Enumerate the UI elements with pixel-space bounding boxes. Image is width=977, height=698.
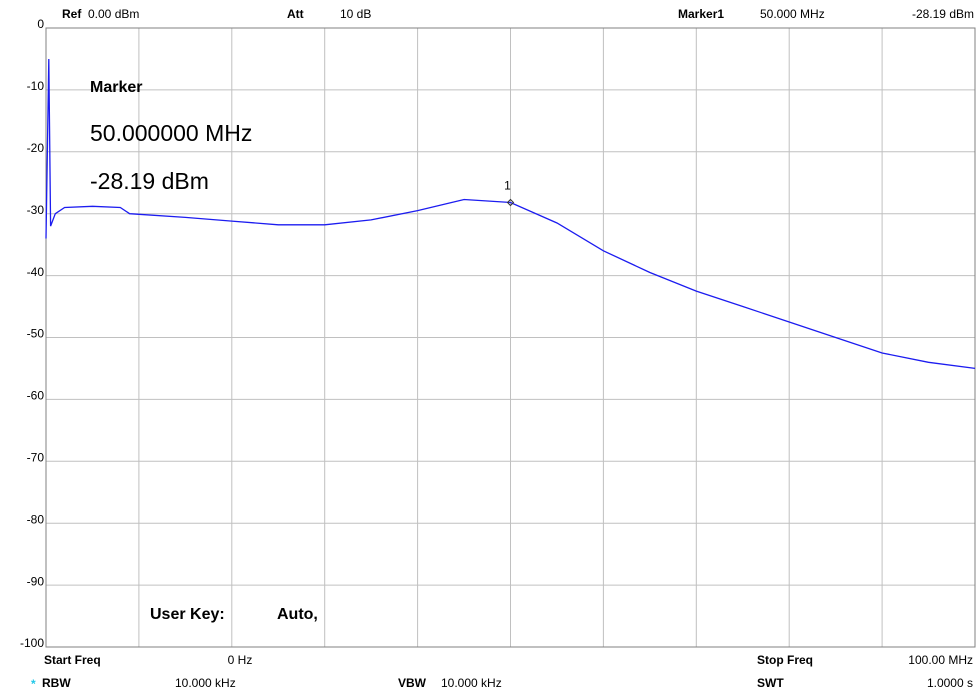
- att-label: Att: [287, 7, 304, 21]
- vbw-value: 10.000 kHz: [441, 676, 502, 690]
- y-tick-label: -20: [27, 141, 45, 155]
- vbw-label: VBW: [398, 676, 427, 690]
- y-tick-label: -90: [27, 574, 45, 588]
- marker-number: 1: [504, 179, 511, 193]
- user-key-label: User Key:: [150, 606, 225, 623]
- rbw-flag: *: [31, 677, 36, 691]
- marker-box-title: Marker: [90, 79, 142, 96]
- att-value: 10 dB: [340, 7, 371, 21]
- y-tick-label: -60: [27, 389, 45, 403]
- plot-border: [45, 27, 976, 648]
- y-tick-label: -50: [27, 327, 45, 341]
- start-value: 0 Hz: [228, 653, 253, 667]
- rbw-value: 10.000 kHz: [175, 676, 236, 690]
- rbw-label: RBW: [42, 676, 71, 690]
- y-tick-label: -80: [27, 512, 45, 526]
- stop-value: 100.00 MHz: [908, 653, 973, 667]
- y-tick-label: -70: [27, 450, 45, 464]
- ref-value: 0.00 dBm: [88, 7, 139, 21]
- y-tick-label: -40: [27, 265, 45, 279]
- marker-freq: 50.000 MHz: [760, 7, 825, 21]
- start-label: Start Freq: [44, 653, 101, 667]
- y-tick-label: 0: [37, 17, 44, 31]
- swt-value: 1.0000 s: [927, 676, 973, 690]
- trace: [45, 58, 976, 370]
- marker-point: [506, 198, 515, 207]
- marker-box-freq: 50.000000 MHz: [90, 120, 252, 146]
- marker-level: -28.19 dBm: [912, 7, 974, 21]
- y-tick-label: -100: [20, 636, 44, 650]
- stop-label: Stop Freq: [757, 653, 813, 667]
- user-key-value: Auto,: [277, 606, 318, 623]
- swt-label: SWT: [757, 676, 784, 690]
- y-tick-label: -30: [27, 203, 45, 217]
- marker-box-level: -28.19 dBm: [90, 168, 209, 194]
- y-tick-label: -10: [27, 79, 45, 93]
- marker-label: Marker1: [678, 7, 724, 21]
- ref-label: Ref: [62, 7, 82, 21]
